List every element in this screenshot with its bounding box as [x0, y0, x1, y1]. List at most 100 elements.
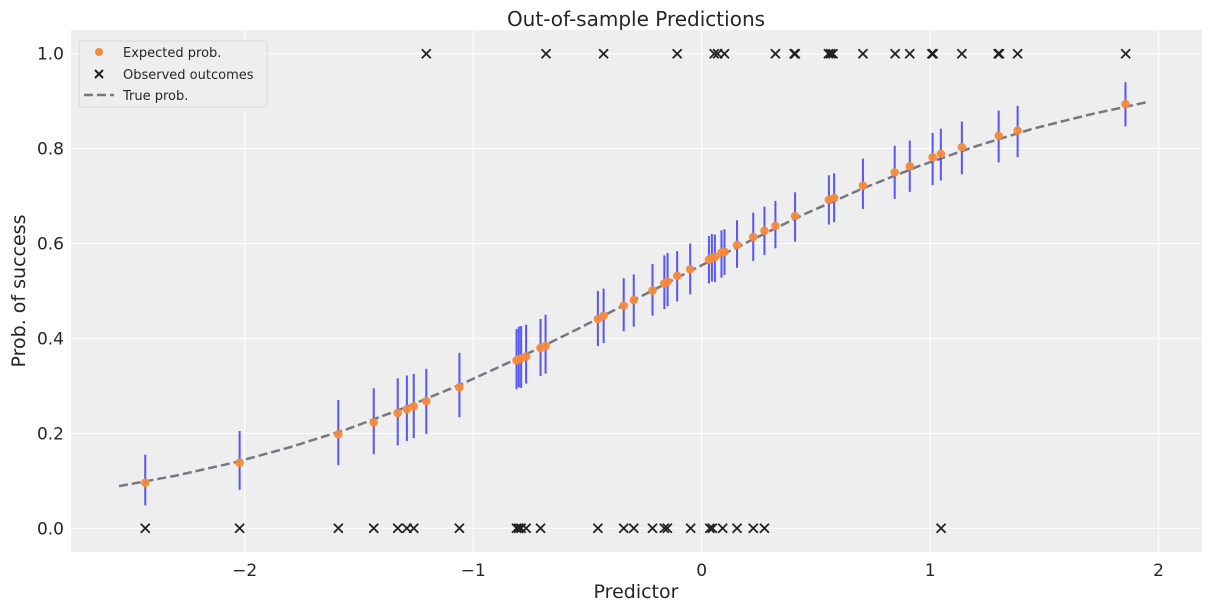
expected-prob-point [957, 142, 967, 152]
expected-prob-point [599, 311, 608, 320]
x-tick-label: −2 [232, 561, 257, 581]
marker-stroke [790, 48, 801, 59]
y-tick-label: 0.6 [37, 235, 64, 255]
marker-stroke [823, 48, 834, 59]
observed-outcome-marker [790, 48, 801, 59]
observed-outcome-marker [956, 48, 967, 59]
legend-expected-label: Expected prob. [123, 46, 221, 61]
marker-stroke [540, 48, 552, 59]
marker-stroke [731, 523, 743, 534]
legend-expected-marker [95, 48, 103, 56]
observed-outcomes-series [140, 48, 1131, 534]
observed-outcome-marker [823, 48, 834, 59]
marker-stroke [717, 523, 728, 534]
observed-outcome-marker [540, 48, 552, 59]
observed-outcome-marker [511, 523, 522, 534]
observed-outcome-marker [672, 48, 683, 59]
marker-stroke [392, 523, 403, 534]
expected-prob-point [905, 161, 915, 171]
marker-stroke [709, 48, 720, 59]
expected-prob-series [140, 99, 1130, 488]
observed-outcome-marker [659, 523, 670, 534]
expected-prob-point [928, 152, 937, 162]
expected-prob-point [421, 396, 431, 406]
x-ticks: −2 −1 0 1 2 [232, 561, 1164, 581]
observed-outcome-marker [1120, 48, 1131, 59]
marker-stroke [704, 523, 715, 534]
y-tick-label: 0.4 [37, 329, 64, 349]
observed-outcome-marker [731, 523, 743, 534]
marker-stroke [890, 48, 901, 59]
marker-stroke [234, 523, 245, 534]
observed-outcome-marker [628, 523, 639, 534]
observed-outcome-marker [904, 48, 915, 59]
observed-outcome-marker [234, 523, 245, 534]
marker-stroke [770, 48, 781, 59]
observed-outcome-marker [592, 523, 604, 534]
observed-outcome-marker [513, 523, 524, 534]
marker-stroke [956, 48, 967, 59]
expected-prob-point [1013, 126, 1022, 135]
observed-outcome-marker [857, 48, 869, 59]
marker-stroke [685, 523, 696, 534]
observed-outcome-marker [1012, 48, 1023, 59]
legend-observed-label: Observed outcomes [123, 68, 254, 83]
expected-prob-point [672, 271, 682, 281]
marker-stroke [535, 523, 546, 534]
marker-stroke [662, 523, 673, 534]
marker-stroke [719, 48, 730, 59]
observed-outcome-marker [770, 48, 781, 59]
marker-stroke [857, 48, 869, 59]
x-tick-label: 2 [1153, 561, 1164, 581]
expected-prob-point [629, 295, 639, 305]
expected-prob-point [748, 232, 758, 242]
marker-stroke [511, 523, 522, 534]
expected-prob-point [409, 402, 419, 411]
marker-stroke [408, 523, 419, 534]
observed-outcome-marker [333, 523, 344, 534]
expected-prob-point [760, 226, 769, 236]
expected-prob-point [829, 193, 839, 203]
expected-prob-point [732, 240, 742, 250]
marker-stroke [421, 48, 432, 59]
observed-outcome-marker [719, 48, 730, 59]
observed-outcome-marker [647, 523, 658, 534]
observed-outcome-marker [709, 48, 720, 59]
marker-stroke [140, 523, 151, 534]
observed-outcome-marker [707, 523, 718, 534]
expected-prob-point [402, 404, 412, 414]
observed-outcome-marker [535, 523, 546, 534]
observed-outcome-marker [685, 523, 696, 534]
marker-stroke [454, 523, 465, 534]
marker-stroke [827, 48, 839, 59]
marker-stroke [825, 48, 836, 59]
marker-stroke [1012, 48, 1023, 59]
y-axis-label: Prob. of success [8, 215, 30, 368]
expected-prob-point [710, 252, 720, 262]
observed-outcome-marker [454, 523, 465, 534]
x-tick-label: 1 [925, 561, 936, 581]
expected-prob-point [235, 458, 244, 468]
legend: Expected prob. Observed outcomes True pr… [78, 40, 268, 108]
observed-outcome-marker [521, 523, 532, 534]
expected-prob-point [936, 149, 946, 159]
observed-outcome-marker [618, 523, 629, 534]
y-tick-label: 0.8 [37, 140, 64, 160]
marker-stroke [748, 523, 759, 534]
expected-prob-point [619, 301, 629, 311]
observed-outcome-marker [368, 523, 379, 534]
marker-stroke [513, 523, 524, 534]
marker-stroke [707, 523, 718, 534]
expected-prob-point [720, 247, 729, 256]
observed-outcome-marker [825, 48, 836, 59]
marker-stroke [759, 523, 770, 534]
observed-outcome-marker [421, 48, 432, 59]
chart-title: Out-of-sample Predictions [507, 7, 765, 31]
marker-stroke [1120, 48, 1131, 59]
marker-stroke [927, 48, 939, 59]
expected-prob-point [521, 352, 531, 361]
marker-stroke [647, 523, 658, 534]
expected-prob-point [1121, 99, 1130, 109]
legend-observed-marker [94, 69, 104, 79]
plot-area [71, 30, 1202, 552]
